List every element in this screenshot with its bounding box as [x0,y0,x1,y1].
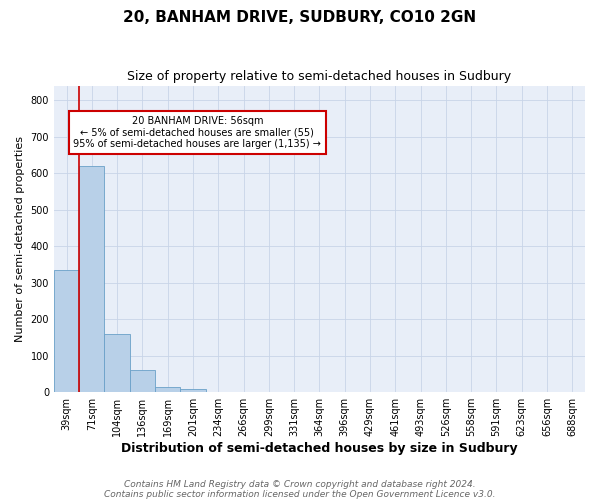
Bar [181,390,206,392]
Bar [79,166,104,392]
Bar [155,386,181,392]
Bar [54,270,79,392]
X-axis label: Distribution of semi-detached houses by size in Sudbury: Distribution of semi-detached houses by … [121,442,518,455]
Text: 20, BANHAM DRIVE, SUDBURY, CO10 2GN: 20, BANHAM DRIVE, SUDBURY, CO10 2GN [124,10,476,25]
Text: Contains HM Land Registry data © Crown copyright and database right 2024.
Contai: Contains HM Land Registry data © Crown c… [104,480,496,499]
Bar [104,334,130,392]
Y-axis label: Number of semi-detached properties: Number of semi-detached properties [15,136,25,342]
Text: 20 BANHAM DRIVE: 56sqm
← 5% of semi-detached houses are smaller (55)
95% of semi: 20 BANHAM DRIVE: 56sqm ← 5% of semi-deta… [73,116,321,150]
Title: Size of property relative to semi-detached houses in Sudbury: Size of property relative to semi-detach… [127,70,512,83]
Bar [130,370,155,392]
